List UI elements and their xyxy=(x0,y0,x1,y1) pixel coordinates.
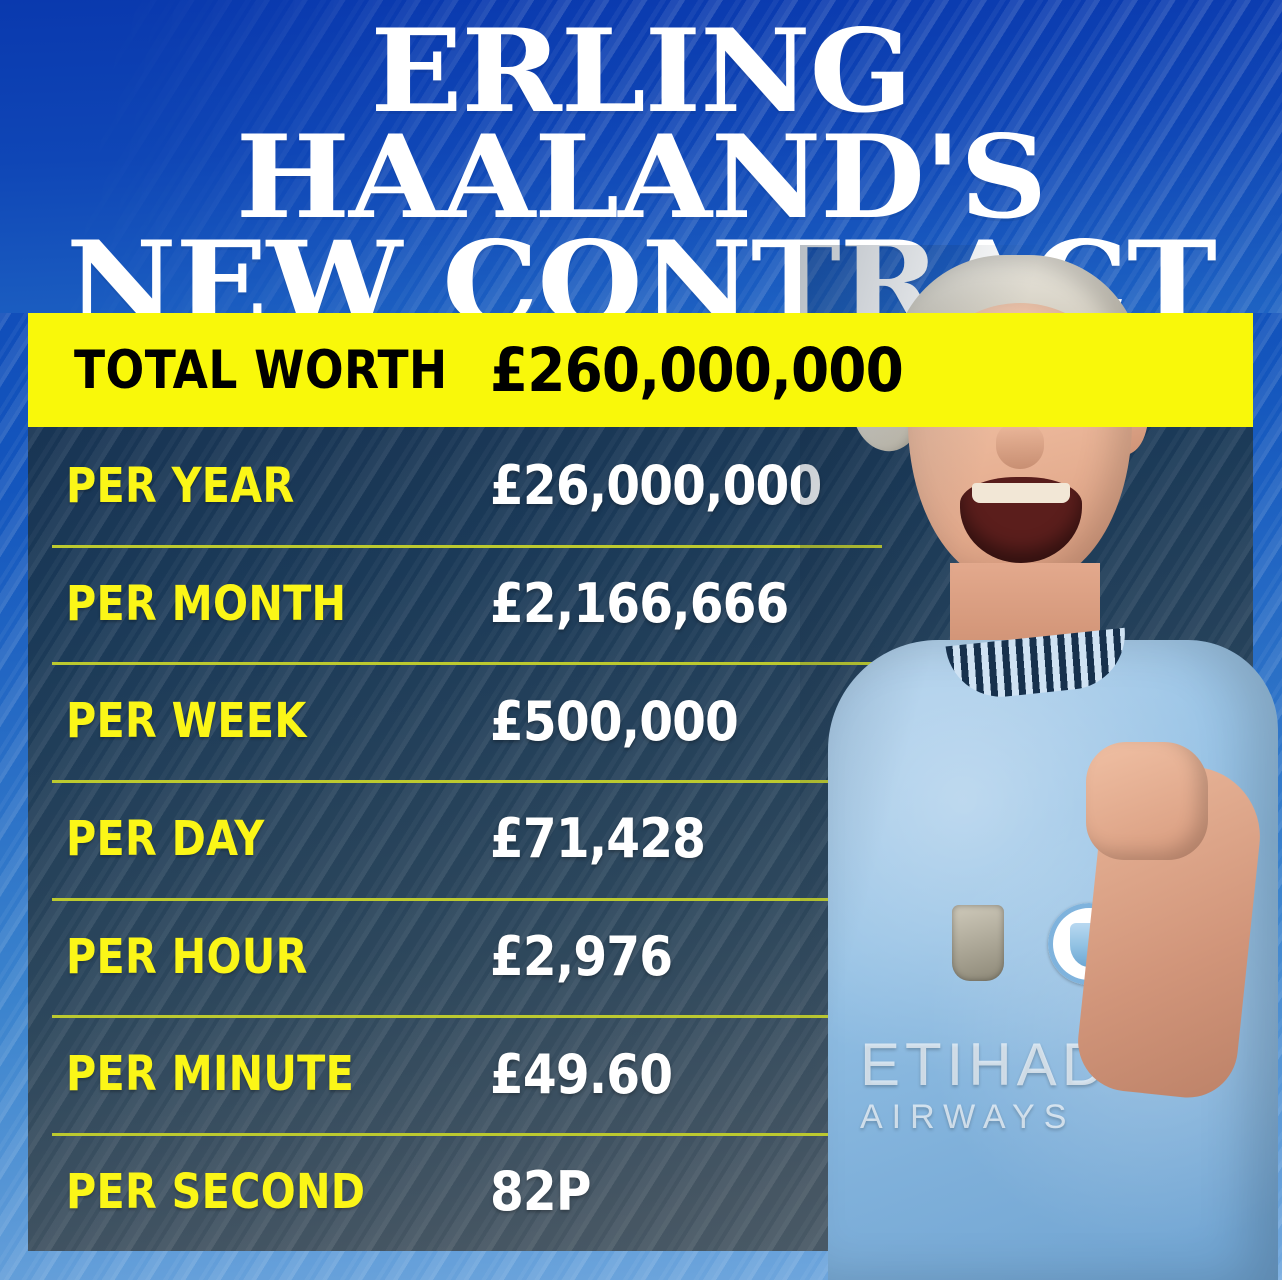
table-row: PER MINUTE £49.60 xyxy=(28,1015,1253,1133)
table-row: PER SECOND 82P xyxy=(28,1133,1253,1251)
earnings-breakdown-list: PER YEAR £26,000,000 PER MONTH £2,166,66… xyxy=(28,427,1253,1251)
table-row: PER WEEK £500,000 xyxy=(28,662,1253,780)
total-worth-banner: TOTAL WORTH £260,000,000 xyxy=(28,313,1253,427)
row-value-per-minute: £49.60 xyxy=(490,1042,673,1106)
total-worth-value: £260,000,000 xyxy=(490,334,904,406)
row-value-per-second: 82P xyxy=(490,1160,591,1224)
header-banner: ERLING HAALAND'S NEW CONTRACT xyxy=(0,0,1282,313)
row-label-per-second: PER SECOND xyxy=(66,1163,366,1220)
row-value-per-hour: £2,976 xyxy=(490,925,673,989)
row-label-per-day: PER DAY xyxy=(66,810,265,867)
row-value-per-year: £26,000,000 xyxy=(490,454,822,518)
row-label-per-month: PER MONTH xyxy=(66,575,347,632)
row-label-per-year: PER YEAR xyxy=(66,457,295,514)
row-value-per-month: £2,166,666 xyxy=(490,572,789,636)
row-label-per-week: PER WEEK xyxy=(66,693,307,750)
row-label-per-minute: PER MINUTE xyxy=(66,1046,355,1103)
table-row: PER DAY £71,428 xyxy=(28,780,1253,898)
row-value-per-week: £500,000 xyxy=(490,689,739,753)
title-line-2: NEW CONTRACT xyxy=(66,216,1217,313)
row-value-per-day: £71,428 xyxy=(490,807,706,871)
title-line-1: ERLING HAALAND'S xyxy=(235,4,1047,245)
row-label-per-hour: PER HOUR xyxy=(66,928,308,985)
total-worth-label: TOTAL WORTH xyxy=(74,339,448,401)
table-row: PER HOUR £2,976 xyxy=(28,897,1253,1016)
table-row: PER YEAR £26,000,000 xyxy=(28,427,1253,545)
page-title: ERLING HAALAND'S NEW CONTRACT xyxy=(0,0,1282,313)
table-row: PER MONTH £2,166,666 xyxy=(28,544,1253,663)
